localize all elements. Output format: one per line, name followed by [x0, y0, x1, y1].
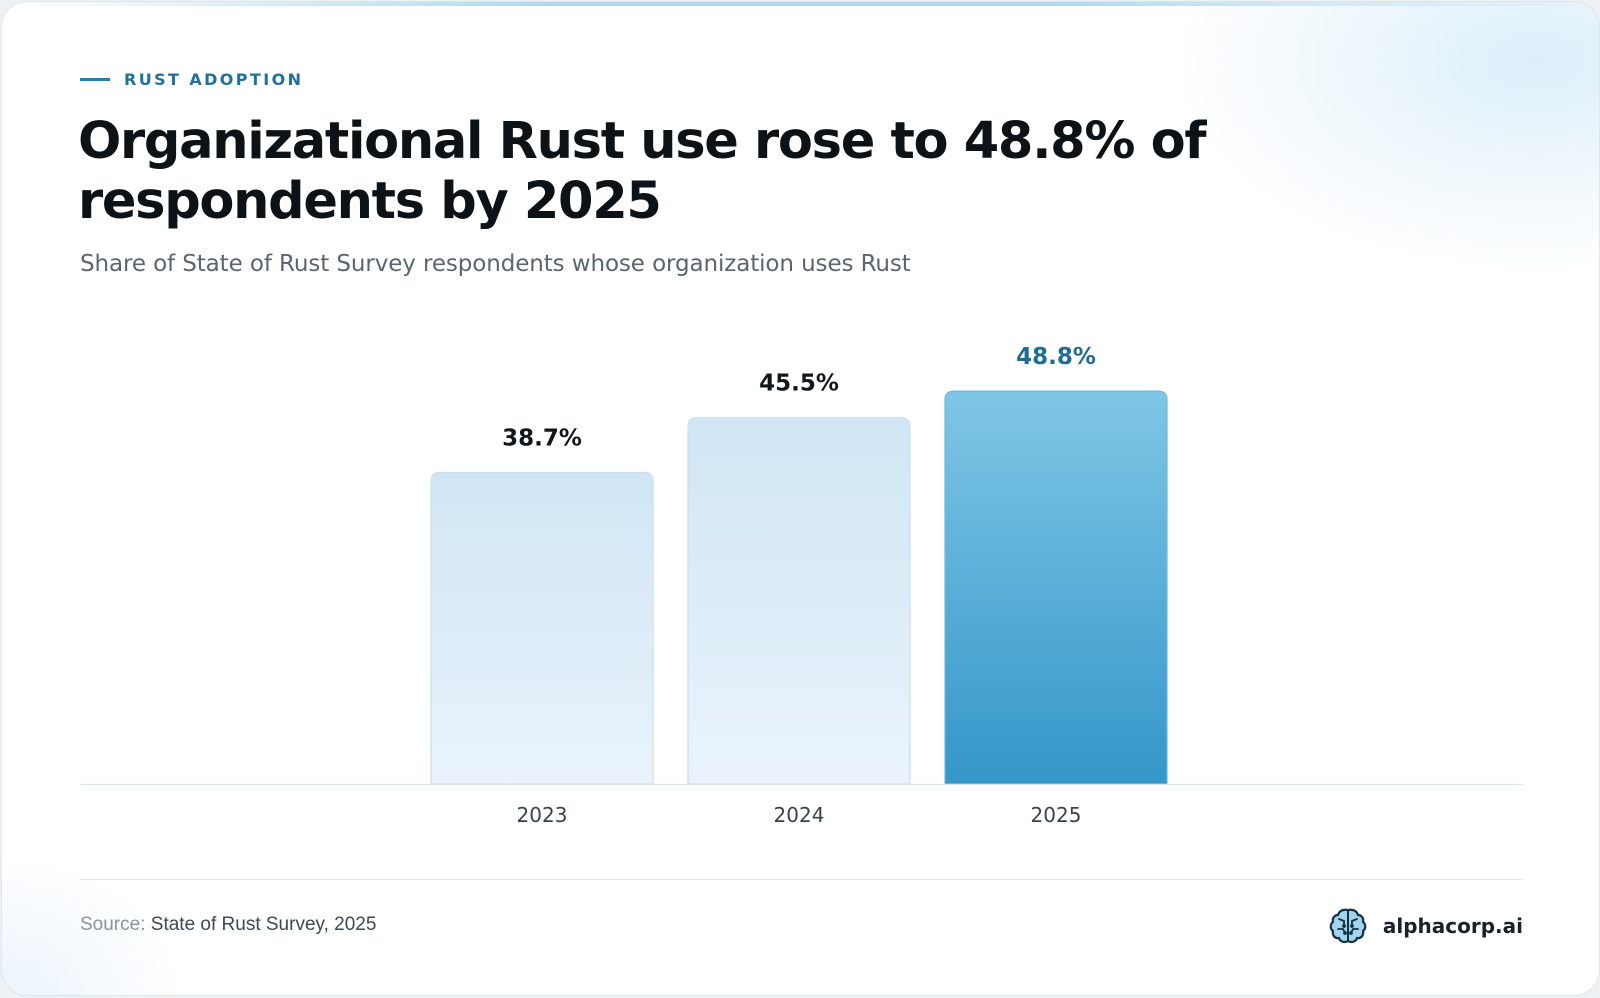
value-label-2024: 45.5%: [759, 371, 839, 397]
value-label-2023: 38.7%: [502, 425, 582, 451]
eyebrow-dash: [80, 78, 110, 81]
bar-2023: [430, 471, 654, 785]
brand: alphacorp.ai: [1327, 905, 1523, 947]
brand-name: alphacorp.ai: [1382, 914, 1523, 938]
value-label-2025: 48.8%: [1016, 344, 1096, 370]
card-accent-line: [2, 2, 1599, 6]
chart-title: Organizational Rust use rose to 48.8% of…: [78, 112, 1207, 231]
brain-icon: [1329, 908, 1367, 944]
bar-2025: [944, 390, 1168, 785]
source-label: Source:: [80, 914, 146, 935]
footer-divider: [80, 879, 1523, 880]
x-tick-label-2024: 2024: [774, 803, 825, 827]
eyebrow-label: RUST ADOPTION: [124, 70, 304, 89]
source-value: State of Rust Survey, 2025: [150, 914, 377, 935]
x-tick-label-2023: 2023: [517, 803, 568, 827]
bar-2024: [687, 417, 911, 785]
chart-subtitle: Share of State of Rust Survey respondent…: [80, 251, 911, 277]
eyebrow: RUST ADOPTION: [80, 70, 303, 89]
source-note: Source: State of Rust Survey, 2025: [80, 914, 376, 936]
x-tick-label-2025: 2025: [1031, 803, 1082, 827]
